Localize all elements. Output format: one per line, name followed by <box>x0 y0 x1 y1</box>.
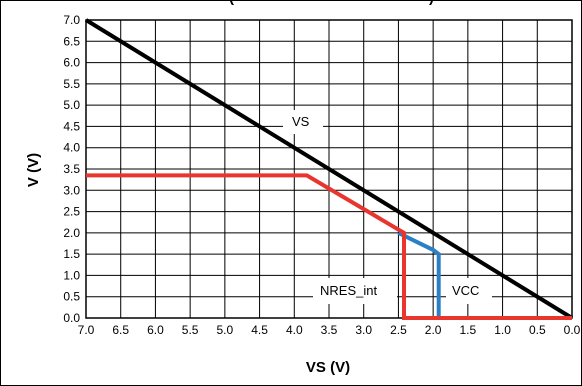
x-tick-label: 2.5 <box>390 323 407 337</box>
y-tick-label: 0.5 <box>63 290 80 304</box>
x-tick-label: 5.0 <box>217 323 234 337</box>
x-tick-label: 0.5 <box>529 323 546 337</box>
series-line-nres-int <box>86 173 572 320</box>
x-tick-label: 1.0 <box>494 323 511 337</box>
series-lines <box>84 18 574 320</box>
y-tick-labels: 7.0 6.5 6.0 5.5 5.0 4.5 4.0 3.5 3.0 2.5 2.0 1.5 1.0 0… <box>63 13 80 325</box>
y-tick-label: 6.5 <box>63 34 80 48</box>
y-tick-label: 4.5 <box>63 119 80 133</box>
x-tick-labels: 7.0 6.5 6.0 5.5 5.0 4.5 4.0 3.5 3.0 2.5 2.0 1.5 1.0 0… <box>78 323 581 337</box>
x-tick-label: 2.0 <box>425 323 442 337</box>
nres-int-label: NRES_int <box>320 283 377 298</box>
series-line-vs <box>84 18 574 320</box>
y-tick-label: 3.5 <box>63 162 80 176</box>
chart-title-right-fragment: ) <box>429 0 434 6</box>
vcc-label: VCC <box>452 283 479 298</box>
plot-border <box>85 19 573 319</box>
y-tick-label: 1.5 <box>63 247 80 261</box>
x-tick-label: 3.5 <box>321 323 338 337</box>
vs-label: VS <box>292 114 310 129</box>
x-tick-label: 6.5 <box>112 323 129 337</box>
x-tick-label: 0.0 <box>564 323 581 337</box>
x-tick-label: 4.5 <box>251 323 268 337</box>
nres-label-box <box>313 278 397 304</box>
y-tick-label: 7.0 <box>63 13 80 27</box>
y-tick-label: 4.0 <box>63 141 80 155</box>
x-tick-label: 3.0 <box>355 323 372 337</box>
y-tick-label: 5.5 <box>63 77 80 91</box>
y-tick-label: 2.5 <box>63 205 80 219</box>
y-tick-label: 5.0 <box>63 98 80 112</box>
y-tick-label: 6.0 <box>63 56 80 70</box>
y-tick-label: 1.0 <box>63 268 80 282</box>
y-tick-label: 3.0 <box>63 183 80 197</box>
x-tick-label: 5.5 <box>182 323 199 337</box>
y-tick-label: 2.0 <box>63 226 80 240</box>
x-axis-label: VS (V) <box>306 359 350 376</box>
x-tick-label: 4.0 <box>286 323 303 337</box>
vcc-label-box <box>446 278 492 304</box>
y-axis-label: V (V) <box>25 153 42 187</box>
vs-label-box <box>283 110 323 134</box>
y-tick-label: 0.0 <box>63 311 80 325</box>
x-tick-label: 6.0 <box>147 323 164 337</box>
chart-title-left-fragment: ( <box>229 0 234 6</box>
x-tick-label: 1.5 <box>460 323 477 337</box>
grid <box>85 19 573 319</box>
x-tick-label: 7.0 <box>78 323 95 337</box>
